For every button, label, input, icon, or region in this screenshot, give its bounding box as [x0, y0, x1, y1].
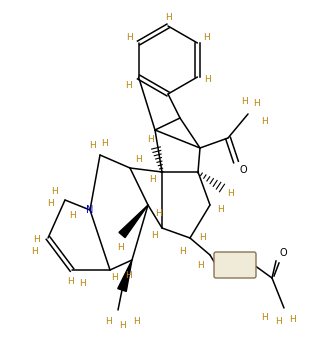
- Text: H: H: [102, 138, 108, 147]
- Text: H: H: [262, 313, 268, 322]
- Text: H: H: [203, 34, 210, 43]
- Text: O: O: [279, 248, 287, 258]
- Text: H: H: [125, 81, 132, 90]
- Text: H: H: [253, 100, 259, 109]
- Text: H: H: [204, 75, 211, 84]
- FancyBboxPatch shape: [214, 252, 256, 278]
- Text: H: H: [119, 320, 125, 329]
- Text: N: N: [86, 205, 94, 215]
- Text: H: H: [147, 136, 153, 145]
- Text: H: H: [126, 34, 133, 43]
- Text: H: H: [133, 318, 139, 327]
- Text: H: H: [151, 231, 157, 240]
- Text: H: H: [117, 244, 123, 253]
- Text: O: O: [239, 165, 247, 175]
- Text: OAc: OAc: [225, 261, 243, 270]
- Text: H: H: [89, 140, 95, 149]
- Text: H: H: [31, 247, 37, 256]
- Text: H: H: [125, 271, 131, 280]
- Text: H: H: [275, 318, 281, 327]
- Text: H: H: [67, 277, 73, 286]
- Text: H: H: [105, 318, 111, 327]
- Text: H: H: [78, 279, 85, 288]
- Text: H: H: [197, 261, 204, 270]
- Polygon shape: [118, 260, 132, 291]
- Text: H: H: [165, 12, 171, 21]
- Text: H: H: [51, 188, 57, 197]
- Text: H: H: [241, 98, 247, 107]
- Text: H: H: [215, 264, 221, 273]
- Text: H: H: [179, 247, 185, 256]
- Text: H: H: [149, 175, 155, 184]
- Text: H: H: [33, 236, 39, 245]
- Text: H: H: [155, 209, 161, 218]
- Text: H: H: [199, 234, 205, 243]
- Text: H: H: [112, 273, 118, 282]
- Text: H: H: [135, 155, 141, 164]
- Text: H: H: [261, 118, 267, 127]
- Text: H: H: [48, 200, 54, 209]
- Text: H: H: [226, 189, 234, 198]
- Polygon shape: [119, 205, 148, 238]
- Text: H: H: [69, 210, 75, 219]
- Text: H: H: [289, 316, 295, 325]
- Text: H: H: [217, 206, 223, 215]
